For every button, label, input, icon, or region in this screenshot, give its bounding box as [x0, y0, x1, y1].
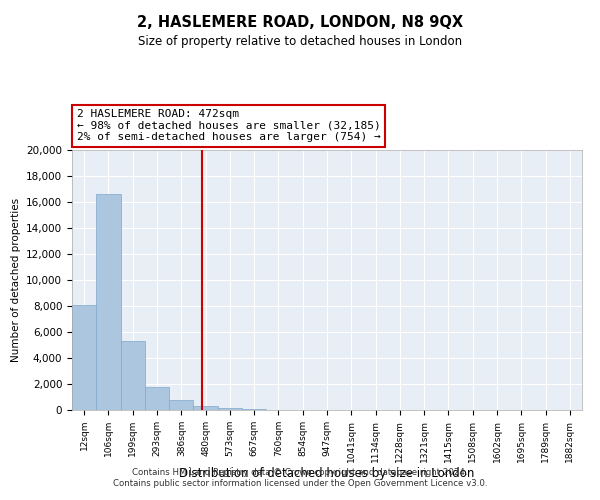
- Bar: [72, 304, 96, 410]
- Bar: [96, 194, 121, 410]
- Text: 2 HASLEMERE ROAD: 472sqm
← 98% of detached houses are smaller (32,185)
2% of sem: 2 HASLEMERE ROAD: 472sqm ← 98% of detach…: [77, 109, 380, 142]
- X-axis label: Distribution of detached houses by size in London: Distribution of detached houses by size …: [179, 468, 475, 480]
- Text: 2, HASLEMERE ROAD, LONDON, N8 9QX: 2, HASLEMERE ROAD, LONDON, N8 9QX: [137, 15, 463, 30]
- Bar: [169, 400, 193, 410]
- Bar: [145, 387, 169, 410]
- Bar: [242, 408, 266, 410]
- Bar: [121, 341, 145, 410]
- Bar: [193, 406, 218, 410]
- Text: Size of property relative to detached houses in London: Size of property relative to detached ho…: [138, 35, 462, 48]
- Y-axis label: Number of detached properties: Number of detached properties: [11, 198, 20, 362]
- Text: Contains HM Land Registry data © Crown copyright and database right 2024.
Contai: Contains HM Land Registry data © Crown c…: [113, 468, 487, 487]
- Bar: [218, 408, 242, 410]
